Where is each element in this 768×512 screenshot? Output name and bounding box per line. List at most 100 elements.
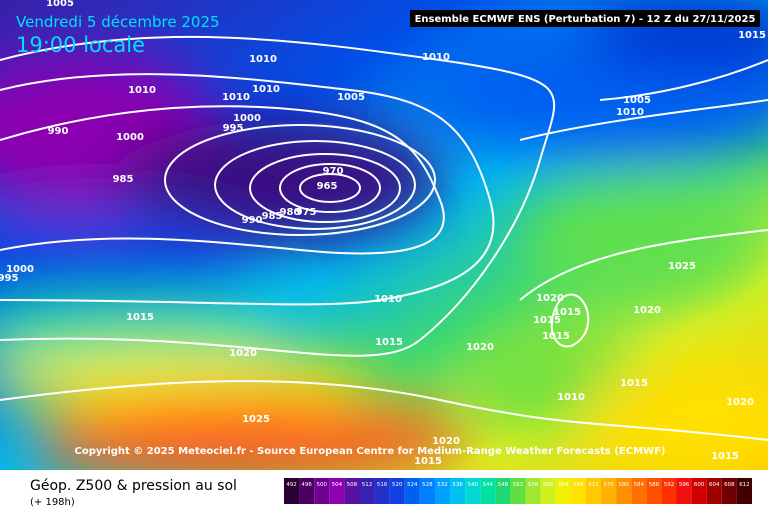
legend-swatch: [465, 478, 481, 504]
isobar-label: 970: [323, 166, 344, 177]
isobar-label: 1020: [466, 342, 494, 353]
legend-label: 544: [483, 482, 494, 488]
legend-swatch: [480, 478, 496, 504]
legend-swatch: [510, 478, 526, 504]
legend-label: 520: [392, 482, 403, 488]
legend-label: 612: [739, 482, 750, 488]
legend-label: 604: [709, 482, 720, 488]
legend-swatch: [359, 478, 375, 504]
isobar-label: 1015: [126, 312, 154, 323]
legend-swatch: [676, 478, 692, 504]
isobar-label: 1025: [668, 261, 696, 272]
isobar-label: 1010: [249, 54, 277, 65]
model: Ensemble ECMWF ENS (Perturbation 7) - 12…: [415, 14, 756, 25]
isobar-label: 1010: [616, 107, 644, 118]
isobar-label: 965: [317, 181, 338, 192]
isobar-label: 1010: [374, 294, 402, 305]
legend-label: 512: [362, 482, 373, 488]
legend-label: 584: [634, 482, 645, 488]
isobar-label: 990: [242, 215, 263, 226]
isobar-label: 1000: [116, 132, 144, 143]
legend-swatch: [525, 478, 541, 504]
legend-swatch: [555, 478, 571, 504]
isobar-label: 985: [113, 174, 134, 185]
legend-label: 596: [679, 482, 690, 488]
legend-label: 516: [377, 482, 388, 488]
legend-swatch: [404, 478, 420, 504]
legend-swatch: [299, 478, 315, 504]
time: 19:00 locale: [16, 33, 145, 57]
isobar-label: 1005: [623, 95, 651, 106]
legend-swatch: [419, 478, 435, 504]
isobar-label: 1010: [557, 392, 585, 403]
legend-label: 540: [467, 482, 478, 488]
legend-label: 588: [649, 482, 660, 488]
isobar-label: 1015: [553, 307, 581, 318]
isobar-label: 995: [223, 123, 244, 134]
legend-swatch: [434, 478, 451, 504]
legend-swatch: [314, 478, 330, 504]
legend-label: 552: [513, 482, 524, 488]
legend-swatch: [661, 478, 677, 504]
legend-label: 528: [422, 482, 433, 488]
isobar-label: 1020: [726, 397, 754, 408]
isobar-label: 1015: [620, 378, 648, 389]
isobar-label: 1010: [128, 85, 156, 96]
isobar-label: 975: [296, 207, 317, 218]
isobar-label: 1020: [536, 293, 564, 304]
legend-label: 500: [316, 482, 327, 488]
isobars: [0, 35, 768, 441]
date: Vendredi 5 décembre 2025: [16, 13, 220, 31]
isobar-label: 1020: [229, 348, 257, 359]
legend-label: 536: [452, 482, 463, 488]
legend-label: 524: [407, 482, 418, 488]
legend-swatch: [540, 478, 556, 504]
isobar-label: 995: [0, 273, 18, 284]
legend-label: 532: [437, 482, 448, 488]
legend-swatch: [329, 478, 345, 504]
legend-swatch: [691, 478, 707, 504]
legend-label: 560: [543, 482, 554, 488]
footer-title: Géop. Z500 & pression au sol: [30, 478, 237, 494]
legend-swatch: [631, 478, 647, 504]
legend-swatch: [450, 478, 466, 504]
legend-swatch: [389, 478, 405, 504]
legend-label: 576: [603, 482, 614, 488]
isobar-label: 1010: [252, 84, 280, 95]
isobar-label: 1005: [46, 0, 74, 9]
legend-label: 608: [724, 482, 735, 488]
isobar-label: 990: [48, 126, 69, 137]
legend-label: 600: [694, 482, 705, 488]
legend-swatch: [495, 478, 511, 504]
legend-swatch: [646, 478, 662, 504]
legend-swatch: [570, 478, 586, 504]
isobar-label: 1025: [242, 414, 270, 425]
isobar-label: 1015: [533, 315, 561, 326]
isobar-label: 980: [280, 207, 301, 218]
legend-swatch: [706, 478, 722, 504]
isobar-label: 1020: [432, 436, 460, 447]
legend-label: 572: [588, 482, 599, 488]
legend-label: 580: [618, 482, 629, 488]
legend-swatch: [585, 478, 602, 504]
isobar-label: 1015: [542, 331, 570, 342]
legend-label: 564: [558, 482, 569, 488]
legend-swatch: [344, 478, 360, 504]
isobar-label: 1010: [222, 92, 250, 103]
isobar-label: 1020: [633, 305, 661, 316]
isobar-label: 1010: [422, 52, 450, 63]
model-box: [410, 10, 760, 27]
isobar-label: 1015: [711, 451, 739, 462]
isobar-label: 1015: [375, 337, 403, 348]
legend-label: 568: [573, 482, 584, 488]
legend-swatch: [736, 478, 752, 504]
legend-swatch: [374, 478, 390, 504]
legend-label: 508: [347, 482, 358, 488]
isobar-label: 1000: [233, 113, 261, 124]
legend-swatch: [284, 478, 300, 504]
isobar-label: 1005: [337, 92, 365, 103]
legend-label: 492: [286, 482, 297, 488]
legend-label: 504: [332, 482, 343, 488]
lead-time: (+ 198h): [30, 497, 75, 508]
